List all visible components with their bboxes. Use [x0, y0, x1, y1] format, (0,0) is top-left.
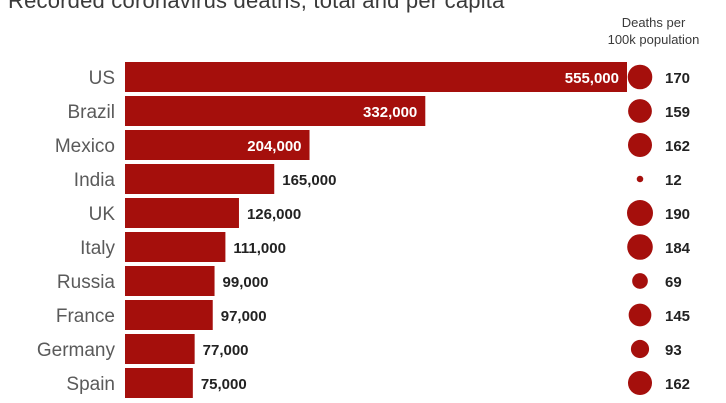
- per-capita-value-brazil: 159: [665, 104, 690, 121]
- category-label-india: India: [74, 170, 116, 191]
- category-label-uk: UK: [89, 204, 116, 225]
- category-label-germany: Germany: [37, 340, 116, 361]
- category-label-mexico: Mexico: [55, 136, 115, 157]
- category-label-brazil: Brazil: [67, 102, 115, 123]
- bar-spain: [125, 368, 193, 398]
- bar-uk: [125, 198, 239, 228]
- per-capita-value-india: 12: [665, 172, 682, 189]
- bar-brazil: [125, 96, 426, 126]
- per-capita-header-line-1: Deaths per: [621, 15, 686, 30]
- category-label-us: US: [89, 68, 115, 89]
- per-capita-dot-uk: [627, 200, 653, 226]
- value-label-brazil: 332,000: [363, 104, 417, 121]
- per-capita-dot-spain: [627, 370, 653, 396]
- value-label-russia: 99,000: [223, 274, 269, 291]
- category-label-russia: Russia: [57, 272, 116, 293]
- value-label-france: 97,000: [221, 308, 267, 325]
- value-label-uk: 126,000: [247, 206, 301, 223]
- category-label-spain: Spain: [66, 374, 115, 395]
- per-capita-value-spain: 162: [665, 376, 690, 393]
- per-capita-dot-germany: [630, 339, 650, 359]
- per-capita-value-mexico: 162: [665, 138, 690, 155]
- per-capita-dot-italy: [627, 234, 653, 260]
- per-capita-header: Deaths per 100k population: [581, 14, 726, 48]
- per-capita-dot-brazil: [628, 99, 652, 123]
- bar-russia: [125, 266, 215, 296]
- value-label-mexico: 204,000: [247, 138, 301, 155]
- per-capita-dot-india: [636, 175, 644, 183]
- bar-italy: [125, 232, 226, 262]
- value-label-india: 165,000: [282, 172, 336, 189]
- bar-india: [125, 164, 275, 194]
- bar-mexico: [125, 130, 310, 160]
- per-capita-value-italy: 184: [665, 240, 691, 257]
- per-capita-value-us: 170: [665, 70, 690, 87]
- per-capita-dot-russia: [632, 273, 648, 289]
- chart-title: Recorded coronavirus deaths, total and p…: [8, 0, 505, 13]
- per-capita-dot-france: [628, 303, 652, 327]
- per-capita-dot-us: [627, 64, 653, 90]
- bar-us: [125, 62, 627, 92]
- bar-france: [125, 300, 213, 330]
- value-label-spain: 75,000: [201, 376, 247, 393]
- per-capita-header-line-2: 100k population: [607, 32, 700, 47]
- value-label-germany: 77,000: [203, 342, 249, 359]
- per-capita-value-uk: 190: [665, 206, 690, 223]
- per-capita-dot-mexico: [627, 132, 653, 158]
- per-capita-value-france: 145: [665, 308, 690, 325]
- value-label-italy: 111,000: [233, 240, 286, 257]
- category-label-france: France: [56, 306, 115, 327]
- per-capita-value-russia: 69: [665, 274, 682, 291]
- bar-germany: [125, 334, 195, 364]
- value-label-us: 555,000: [565, 70, 619, 87]
- category-label-italy: Italy: [80, 238, 115, 259]
- per-capita-value-germany: 93: [665, 342, 682, 359]
